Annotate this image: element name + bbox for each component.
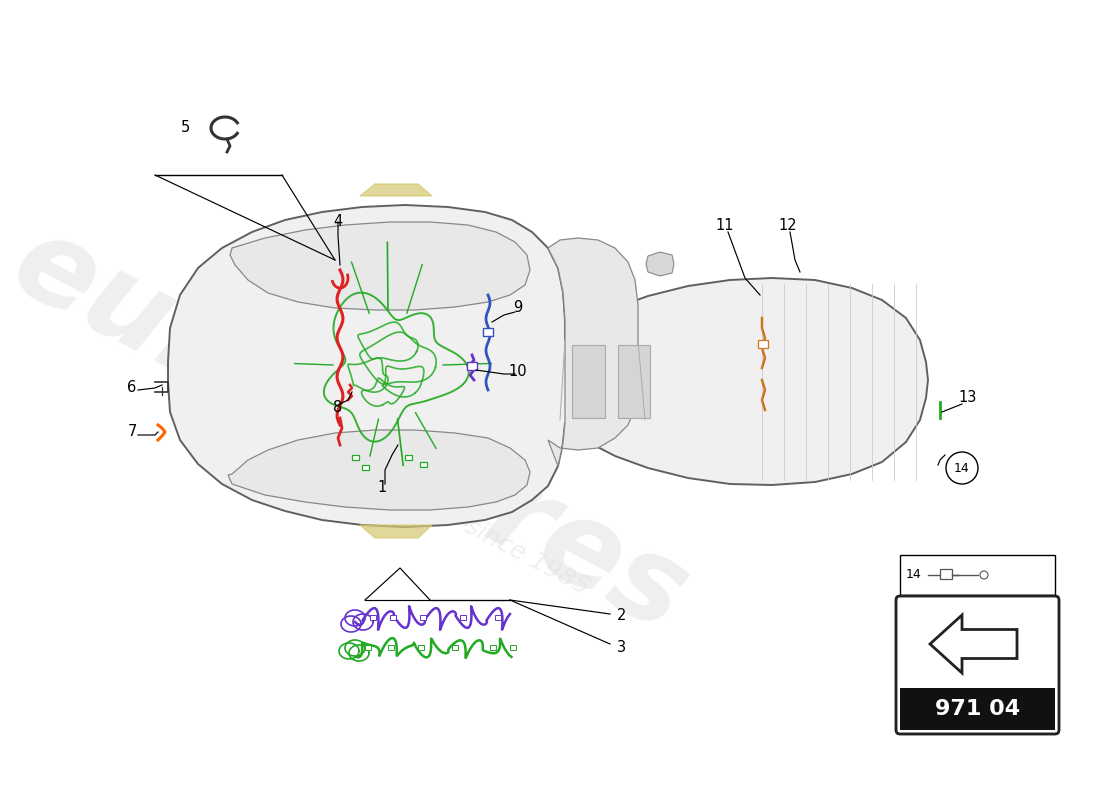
Text: 4: 4	[333, 214, 342, 230]
Text: 12: 12	[779, 218, 798, 233]
Bar	[362, 465, 369, 470]
Text: a passion for parts since 1985: a passion for parts since 1985	[248, 401, 593, 599]
Bar	[490, 645, 496, 650]
Text: 5: 5	[180, 121, 189, 135]
Text: 13: 13	[959, 390, 977, 406]
Bar	[483, 328, 493, 336]
Text: 971 04: 971 04	[935, 699, 1020, 719]
Text: 14: 14	[906, 569, 922, 582]
Bar	[405, 455, 412, 460]
Bar	[468, 362, 477, 370]
Polygon shape	[930, 615, 1018, 673]
Text: 2: 2	[617, 607, 627, 622]
Polygon shape	[360, 184, 432, 196]
Text: 14: 14	[954, 462, 970, 474]
Text: 7: 7	[128, 425, 136, 439]
Polygon shape	[572, 345, 605, 418]
Bar	[352, 455, 359, 460]
Text: eurospares: eurospares	[0, 204, 706, 656]
Bar	[758, 340, 768, 348]
Text: 11: 11	[716, 218, 735, 233]
Polygon shape	[228, 430, 530, 510]
Polygon shape	[230, 222, 530, 310]
Bar	[452, 645, 458, 650]
Polygon shape	[360, 525, 432, 538]
Bar	[510, 645, 516, 650]
Polygon shape	[646, 252, 674, 276]
Bar	[900, 688, 1055, 730]
Bar	[460, 615, 466, 620]
Polygon shape	[548, 238, 638, 466]
Bar	[495, 615, 500, 620]
Bar	[940, 569, 952, 579]
Polygon shape	[618, 345, 650, 418]
FancyBboxPatch shape	[896, 596, 1059, 734]
Polygon shape	[168, 205, 928, 527]
Bar	[420, 615, 426, 620]
Text: 10: 10	[508, 365, 527, 379]
Circle shape	[980, 571, 988, 579]
Bar	[370, 615, 376, 620]
Circle shape	[946, 452, 978, 484]
Bar	[900, 555, 1055, 595]
Bar	[420, 462, 427, 467]
Bar	[365, 645, 371, 650]
Text: 8: 8	[333, 401, 342, 415]
Text: 1: 1	[377, 481, 386, 495]
Bar	[418, 645, 424, 650]
Text: 9: 9	[514, 301, 522, 315]
Bar	[390, 615, 396, 620]
Text: 3: 3	[617, 641, 627, 655]
Bar	[388, 645, 394, 650]
Text: 6: 6	[128, 381, 136, 395]
